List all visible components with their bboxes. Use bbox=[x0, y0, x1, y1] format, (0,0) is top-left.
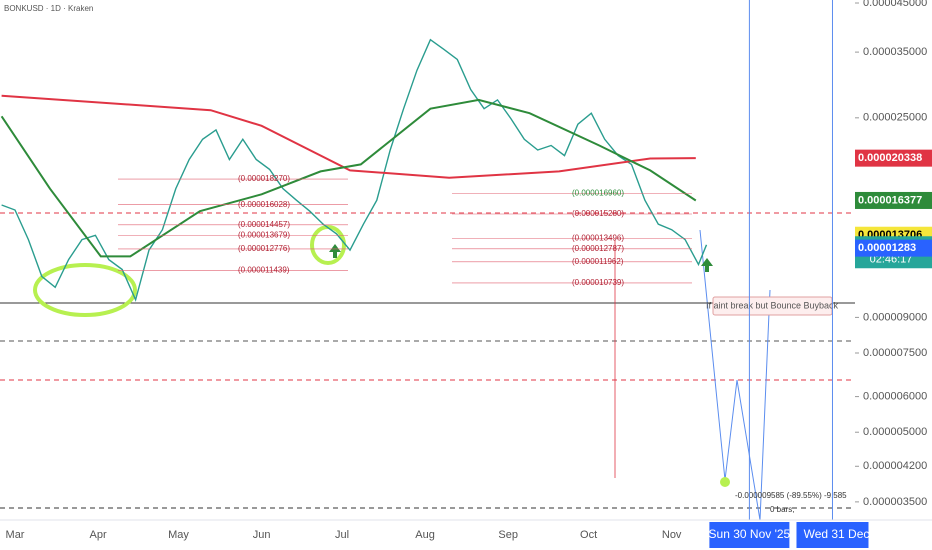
series-line bbox=[0, 98, 697, 258]
arrow-up bbox=[329, 244, 341, 258]
countdown: 02:46:17 bbox=[870, 254, 913, 266]
y-tick-label: 0.000045000 bbox=[863, 0, 927, 9]
fib-label: (0.000016960) bbox=[572, 189, 624, 198]
fib-label: (0.000015280) bbox=[572, 209, 624, 218]
y-tick-label: 0.000009000 bbox=[863, 311, 927, 323]
series-line bbox=[1, 38, 708, 302]
y-tick-label: 0.000003500 bbox=[863, 496, 927, 508]
y-tick-label: 0.000035000 bbox=[863, 46, 927, 58]
note-text: If aint break but Bounce Buyback bbox=[706, 300, 839, 310]
x-tick-label: Nov bbox=[662, 529, 682, 541]
price-badge bbox=[855, 191, 932, 209]
x-tick-label: Oct bbox=[580, 529, 597, 541]
marker-label: Wed 31 Dec bbox=[804, 527, 870, 541]
fib-label: (0.000012787) bbox=[572, 244, 624, 253]
chart-title: BONKUSD · 1D · Kraken bbox=[4, 4, 93, 13]
fib-label: (0.000018270) bbox=[238, 174, 290, 183]
measure-text: 0 bars, bbox=[770, 505, 794, 514]
x-tick-label: Sep bbox=[498, 529, 518, 541]
x-tick-label: Jun bbox=[253, 529, 271, 541]
price-badge bbox=[855, 149, 932, 167]
y-tick-label: 0.000007500 bbox=[863, 347, 927, 359]
highlight-ellipse bbox=[33, 263, 137, 317]
target-dot bbox=[720, 477, 730, 487]
x-tick-label: Jul bbox=[335, 529, 349, 541]
measure-text: -0.000009585 (-89.55%) -9,585 bbox=[735, 491, 847, 500]
y-tick-label: 0.000004200 bbox=[863, 460, 927, 472]
fib-label: (0.000014457) bbox=[238, 220, 290, 229]
marker-box bbox=[796, 522, 869, 548]
series-line bbox=[1, 94, 696, 179]
fib-label: (0.000013496) bbox=[572, 233, 624, 242]
fib-label: (0.000016028) bbox=[238, 200, 290, 209]
marker-label: Sun 30 Nov '25 bbox=[709, 527, 791, 541]
y-tick-label: 0.000025000 bbox=[863, 112, 927, 124]
arrow-up bbox=[701, 258, 713, 272]
y-tick-label: 0.000005000 bbox=[863, 426, 927, 438]
projection-path bbox=[699, 229, 771, 521]
price-badge-label: 0.000016377 bbox=[858, 194, 922, 206]
x-tick-label: Apr bbox=[90, 529, 107, 541]
price-badge bbox=[855, 239, 932, 257]
x-tick-label: May bbox=[168, 529, 189, 541]
x-tick-label: Mar bbox=[6, 529, 25, 541]
x-tick-label: Aug bbox=[415, 529, 435, 541]
fib-label: (0.000012776) bbox=[238, 244, 290, 253]
fib-label: (0.000013679) bbox=[238, 231, 290, 240]
y-tick-label: 0.000006000 bbox=[863, 391, 927, 403]
fib-label: (0.000011962) bbox=[572, 257, 624, 266]
price-badge-label: 0.000020338 bbox=[858, 152, 922, 164]
marker-box bbox=[709, 522, 790, 548]
fib-label: (0.000010739) bbox=[572, 278, 624, 287]
fib-label: (0.000011439) bbox=[238, 266, 290, 275]
price-badge-label: 0.00001283 bbox=[858, 242, 916, 254]
